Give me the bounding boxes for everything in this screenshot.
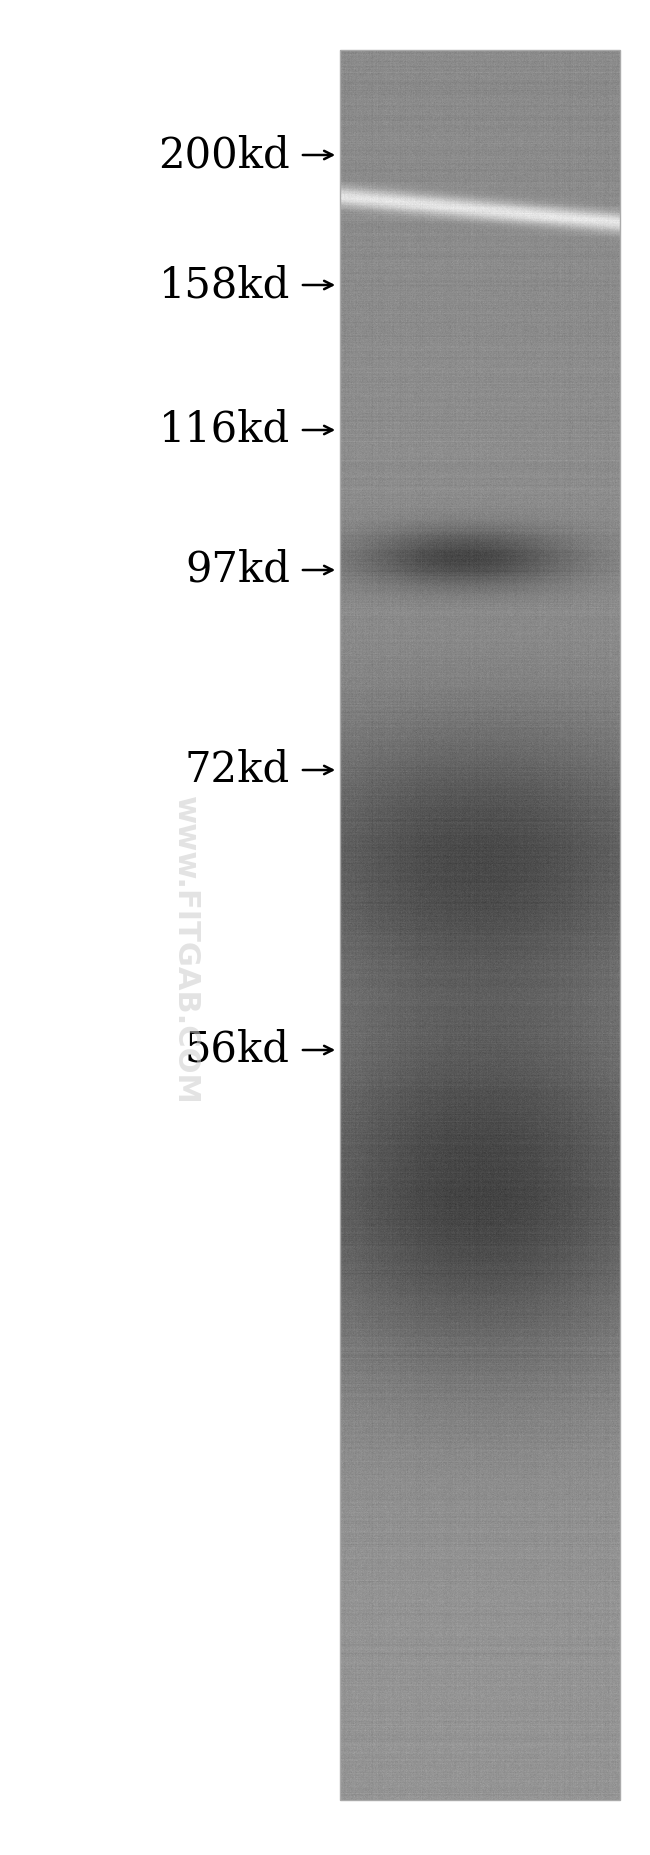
- Text: 97kd: 97kd: [185, 549, 290, 592]
- Text: 116kd: 116kd: [159, 408, 290, 451]
- Text: 158kd: 158kd: [159, 263, 290, 306]
- Text: 72kd: 72kd: [185, 749, 290, 790]
- Text: 200kd: 200kd: [158, 134, 290, 176]
- Text: 56kd: 56kd: [185, 1030, 290, 1070]
- Text: www.FITGAB.COM: www.FITGAB.COM: [170, 796, 200, 1104]
- Bar: [340, 50, 620, 1799]
